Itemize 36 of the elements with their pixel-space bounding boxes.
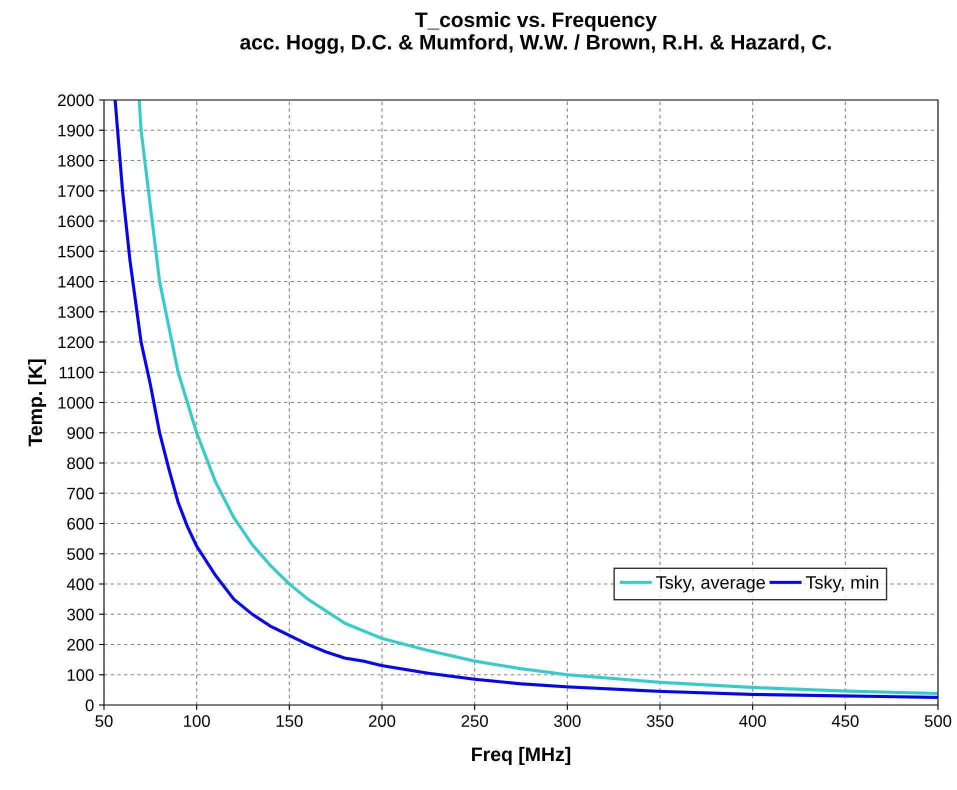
y-tick-label: 200 [67, 638, 94, 651]
y-axis-title: Temp. [K] [28, 359, 46, 446]
y-tick-label: 1300 [58, 306, 94, 318]
x-tick-label: 350 [646, 715, 674, 727]
x-tick-label: 300 [554, 715, 581, 727]
y-tick-label: 1700 [58, 185, 94, 197]
x-tick-label: 50 [95, 715, 113, 727]
x-tick-label: 200 [368, 715, 396, 727]
y-tick-label: 1500 [58, 246, 94, 258]
x-tick-label: 100 [184, 715, 210, 727]
y-tick-label: 1900 [58, 124, 94, 136]
x-tick-label: 400 [739, 715, 766, 727]
y-tick-label: 800 [67, 457, 94, 470]
x-tick-label: 500 [924, 715, 952, 727]
x-tick-label: 450 [832, 715, 859, 727]
y-tick-label: 1100 [60, 366, 94, 378]
legend-label: Tsky, min [806, 576, 878, 592]
x-tick-label: 250 [462, 715, 488, 727]
y-tick-label: 600 [67, 518, 94, 530]
y-tick-label: 300 [67, 608, 94, 620]
y-tick-label: 1600 [58, 215, 94, 228]
y-tick-label: 1000 [58, 396, 94, 409]
y-tick-label: 2000 [58, 94, 94, 106]
y-tick-label: 500 [67, 548, 94, 560]
y-tick-label: 0 [86, 699, 94, 712]
x-axis-title: Freq [MHz] [472, 746, 570, 766]
chart-title: T_cosmic vs. Frequency acc. Hogg, D.C. & Mumford, W.W. / Brown, R.H. & Hazard, C. [240, 12, 831, 54]
y-tick-label: 1400 [58, 276, 94, 288]
x-tick-label: 150 [276, 715, 303, 727]
y-tick-label: 1800 [58, 154, 94, 167]
y-tick-label: 1200 [58, 336, 94, 348]
y-tick-label: 700 [67, 488, 94, 500]
legend-label: Tsky, average [656, 576, 765, 592]
y-tick-label: 400 [66, 578, 94, 590]
y-tick-label: 900 [67, 427, 94, 439]
y-tick-label: 100 [68, 669, 94, 681]
